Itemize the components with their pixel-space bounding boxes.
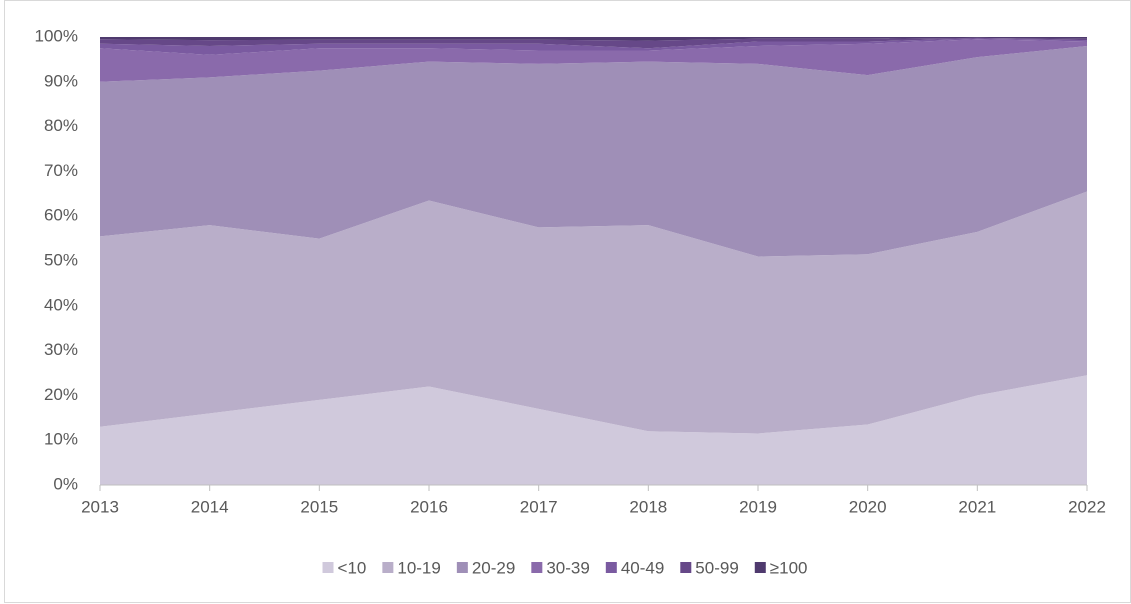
y-tick-label: 50% bbox=[44, 250, 78, 269]
legend-swatch bbox=[456, 562, 468, 573]
legend-label: 40-49 bbox=[621, 558, 664, 577]
x-tick-label: 2020 bbox=[849, 497, 887, 516]
x-tick-label: 2014 bbox=[191, 497, 229, 516]
legend-label: 30-39 bbox=[546, 558, 589, 577]
y-tick-label: 30% bbox=[44, 340, 78, 359]
y-tick-label: 40% bbox=[44, 295, 78, 314]
y-tick-label: 70% bbox=[44, 161, 78, 180]
x-tick-label: 2013 bbox=[81, 497, 119, 516]
y-tick-label: 100% bbox=[35, 26, 78, 45]
y-tick-label: 60% bbox=[44, 206, 78, 225]
legend-swatch bbox=[382, 562, 394, 573]
legend-label: ≥100 bbox=[770, 558, 808, 577]
legend-swatch bbox=[531, 562, 543, 573]
legend-label: 50-99 bbox=[695, 558, 738, 577]
area bbox=[100, 191, 1087, 434]
x-tick-label: 2022 bbox=[1068, 497, 1106, 516]
legend-label: <10 bbox=[338, 558, 367, 577]
y-tick-label: 10% bbox=[44, 430, 78, 449]
area bbox=[100, 37, 1087, 49]
x-tick-label: 2021 bbox=[958, 497, 996, 516]
legend-label: 10-19 bbox=[397, 558, 440, 577]
x-tick-label: 2019 bbox=[739, 497, 777, 516]
y-tick-label: 90% bbox=[44, 71, 78, 90]
legend-swatch bbox=[754, 562, 766, 573]
legend-swatch bbox=[680, 562, 692, 573]
y-tick-label: 20% bbox=[44, 385, 78, 404]
area bbox=[100, 39, 1087, 82]
x-tick-label: 2018 bbox=[629, 497, 667, 516]
legend-label: 20-29 bbox=[472, 558, 515, 577]
legend-swatch bbox=[605, 562, 617, 573]
x-tick-label: 2017 bbox=[520, 497, 558, 516]
area bbox=[100, 45, 1087, 257]
area bbox=[100, 38, 1087, 55]
legend-swatch bbox=[322, 562, 334, 573]
area bbox=[100, 375, 1087, 485]
y-tick-label: 80% bbox=[44, 116, 78, 135]
x-tick-label: 2015 bbox=[300, 497, 338, 516]
area bbox=[100, 37, 1087, 41]
x-tick-label: 2016 bbox=[410, 497, 448, 516]
y-tick-label: 0% bbox=[53, 474, 78, 493]
